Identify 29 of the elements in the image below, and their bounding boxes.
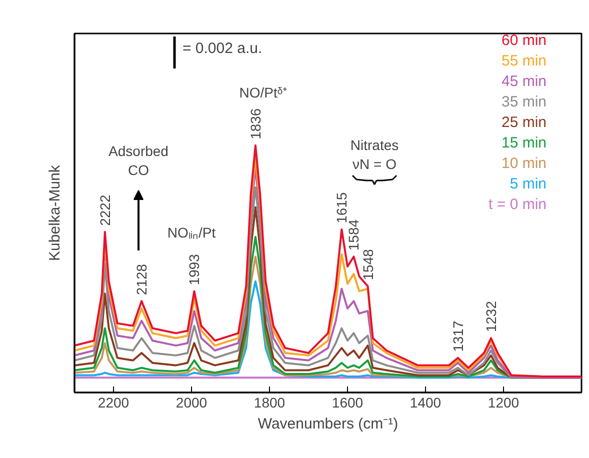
- text: NO/Ptᵟ⁺: [239, 84, 288, 100]
- annotation: 2222: [96, 194, 113, 226]
- annotation: 1232: [483, 300, 500, 332]
- x-tick-label: 1400: [410, 394, 442, 410]
- text: 60 min: [501, 32, 547, 49]
- text: t = 0 min: [488, 196, 547, 213]
- text: 25 min: [501, 114, 547, 131]
- x-tick-label: 2200: [98, 394, 130, 410]
- text: 15 min: [501, 134, 547, 152]
- annotation: Nitrates νN = O: [350, 136, 399, 172]
- x-tick-label: 1800: [254, 394, 286, 410]
- x-tick-label: 1600: [332, 394, 364, 410]
- text: 35 min: [501, 94, 547, 110]
- annotation: 1836: [247, 108, 264, 140]
- annotation: 1993: [186, 254, 202, 286]
- x-tick-label: 1200: [488, 394, 520, 410]
- text: 10 min: [501, 155, 547, 172]
- text: 55 min: [501, 52, 547, 70]
- text: = 0.002 a.u.: [182, 40, 262, 57]
- annotation: 1548: [360, 248, 376, 280]
- y-axis-title: Kubelka-Munk: [46, 164, 64, 261]
- annotation: Adsorbed CO: [108, 142, 168, 178]
- annotation: NOₗᵢₙ/Pt: [167, 224, 216, 240]
- annotation: 2128: [134, 264, 150, 296]
- x-tick-label: 2000: [176, 394, 208, 410]
- text: 5 min: [510, 176, 547, 192]
- annotation: 1317: [450, 320, 466, 352]
- x-axis-title: Wavenumbers (cm⁻¹): [258, 416, 398, 432]
- text: 45 min: [501, 73, 547, 90]
